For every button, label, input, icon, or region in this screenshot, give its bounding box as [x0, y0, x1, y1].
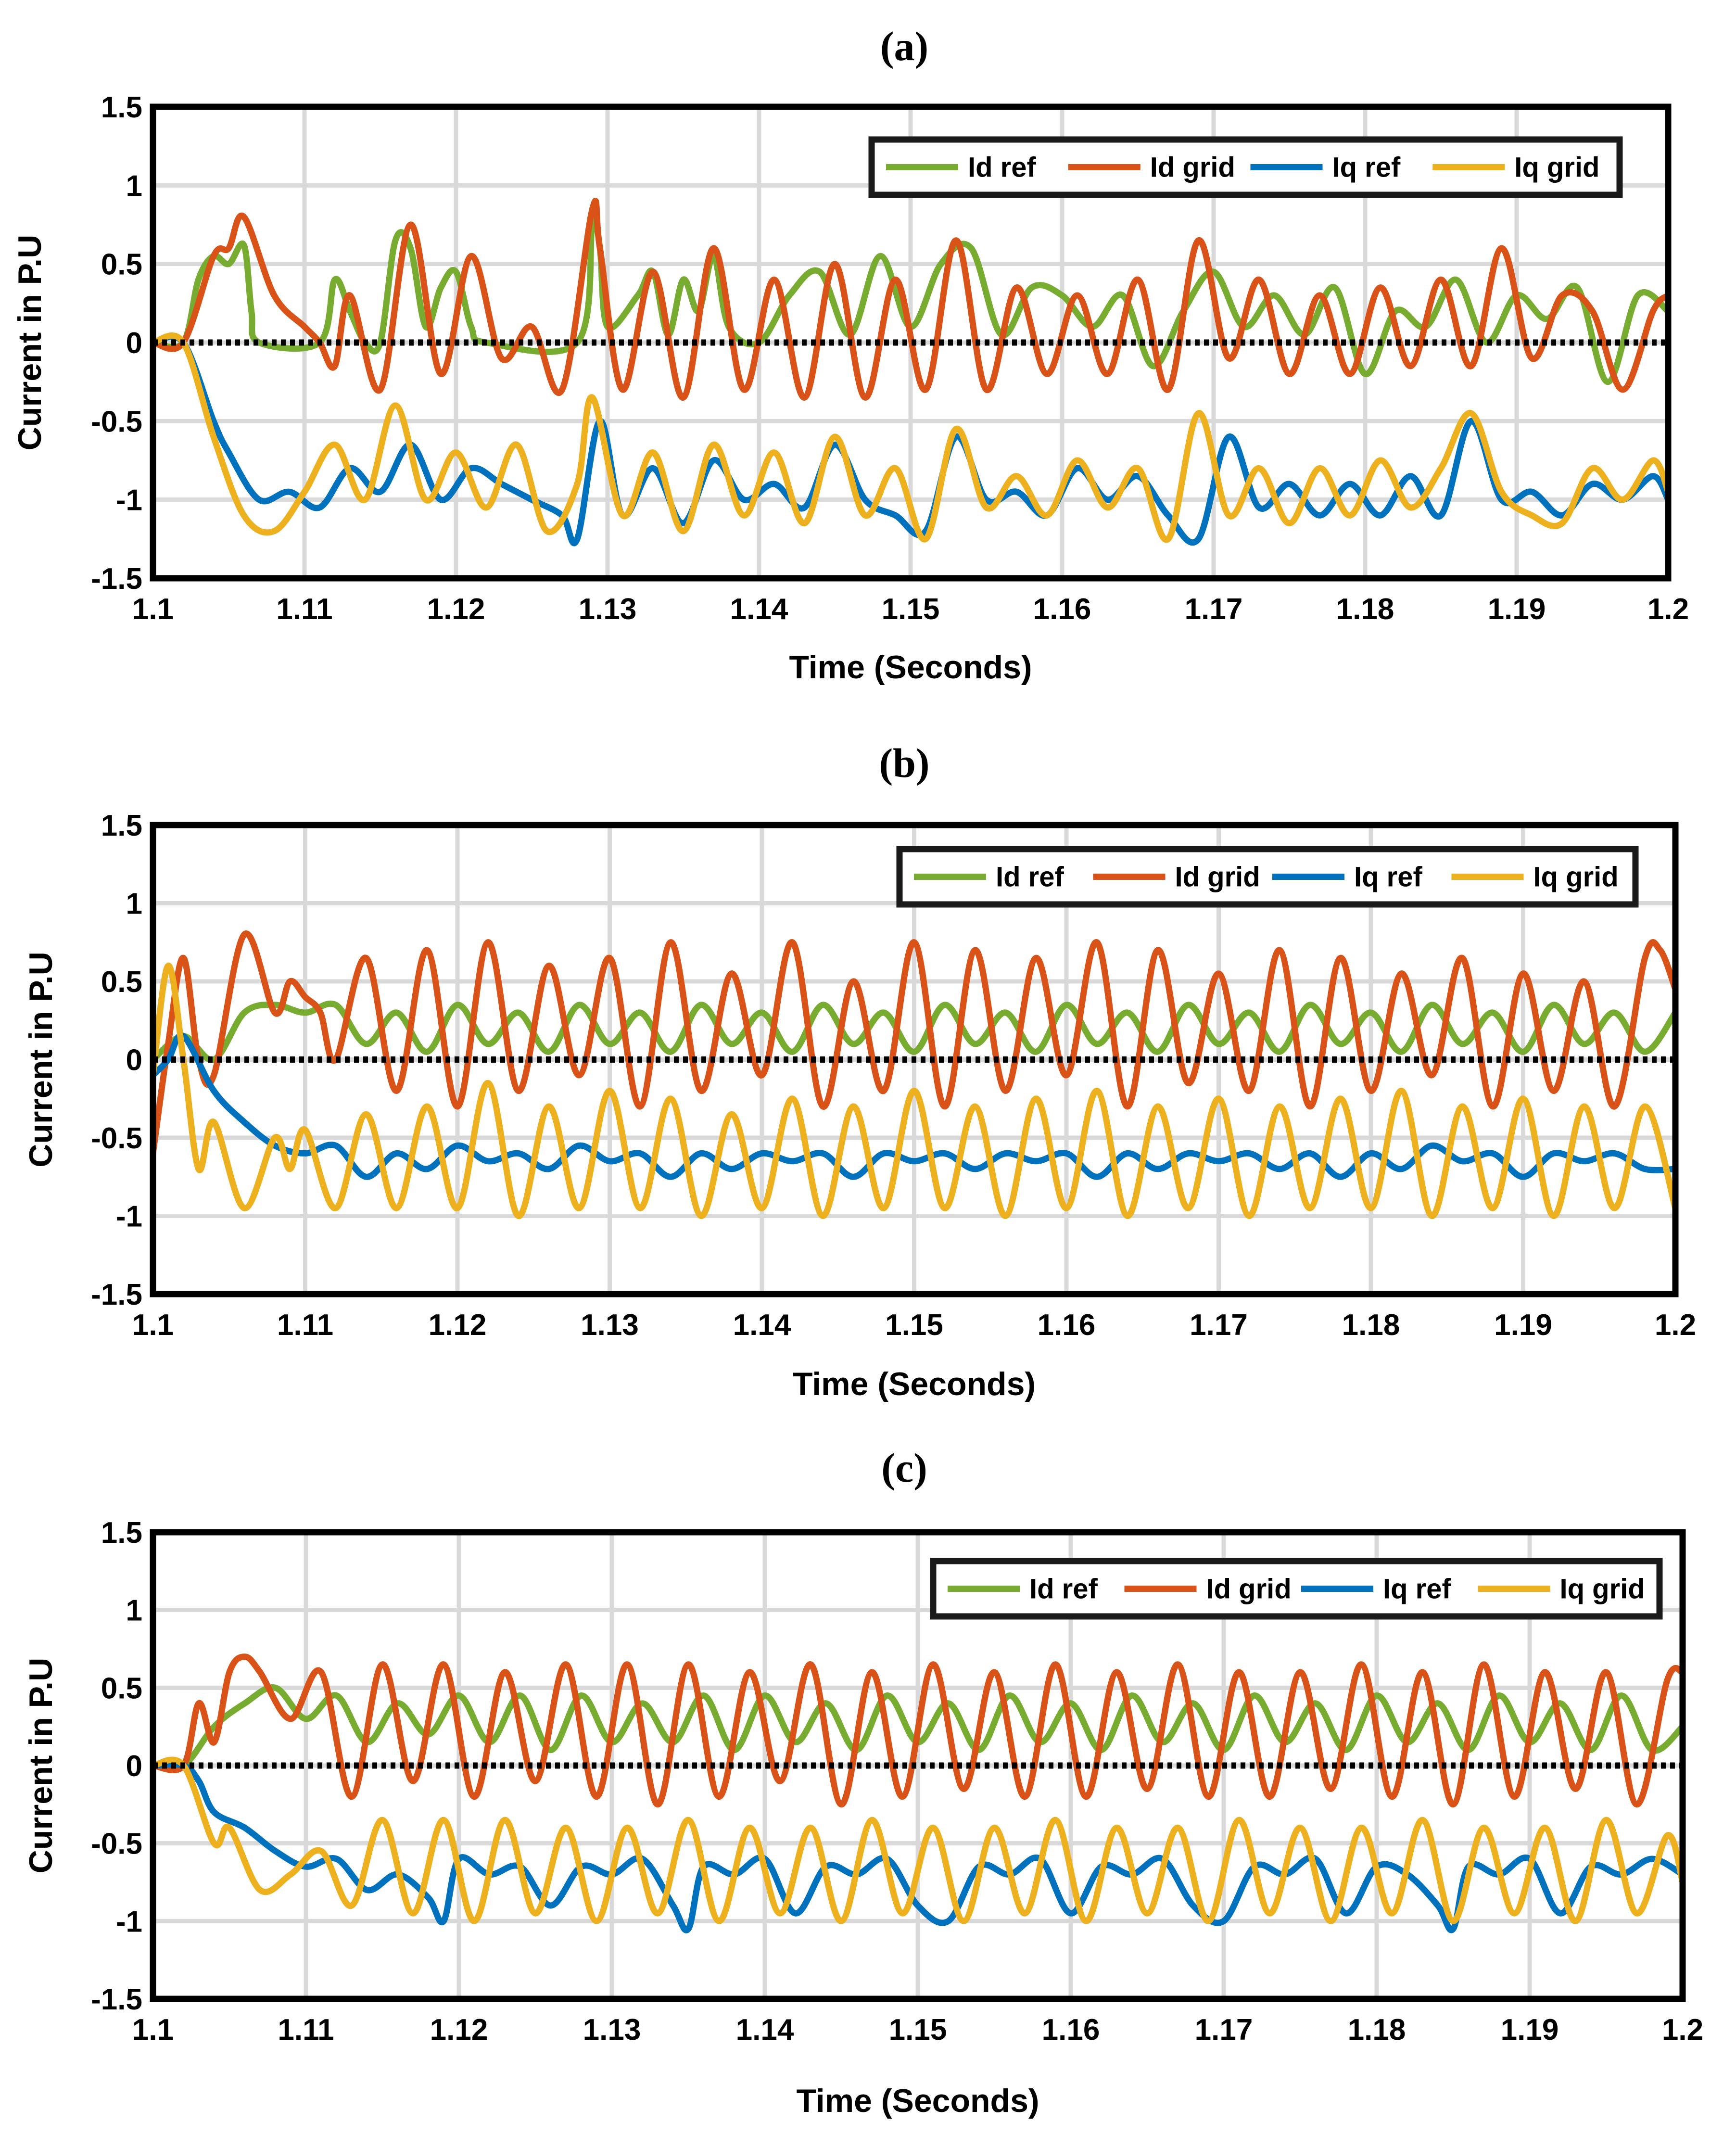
- series-line-iq-grid: [153, 962, 1675, 1219]
- y-tick-label: 0: [126, 1044, 142, 1077]
- series-line-iq-grid: [153, 332, 1668, 543]
- axes-box: [150, 103, 1672, 582]
- x-axis-label: Time (Seconds): [789, 649, 1032, 686]
- x-tick-label: 1.19: [1494, 1309, 1552, 1342]
- x-tick-label: 1.1: [132, 1309, 174, 1342]
- x-tick-label: 1.18: [1336, 593, 1394, 626]
- legend: Id ref Id grid Iq ref Iq grid: [896, 846, 1639, 908]
- series-line-id-grid: [153, 930, 1675, 1156]
- axes-box: [150, 1529, 1686, 2002]
- x-tick-label: 1.18: [1348, 2013, 1406, 2046]
- series-line-id-grid: [153, 198, 1668, 401]
- x-tick-label: 1.1: [132, 2013, 174, 2046]
- series-line-iq-ref: [153, 333, 1668, 546]
- y-tick-label: 0.5: [101, 1672, 142, 1705]
- legend-label-iq-grid: Iq grid: [1560, 1574, 1645, 1605]
- x-tick-label: 1.11: [278, 2013, 334, 2046]
- axes-box: [150, 822, 1679, 1297]
- x-tick-label: 1.17: [1195, 2013, 1253, 2046]
- x-tick-label: 1.2: [1662, 2013, 1703, 2046]
- y-tick-label: 0: [126, 1750, 142, 1783]
- x-tick-label: 1.13: [581, 1309, 639, 1342]
- series-line-iq-ref: [153, 1761, 1683, 1933]
- legend-label-id-grid: Id grid: [1175, 862, 1260, 893]
- series-line-id-ref: [153, 1000, 1675, 1063]
- chart-panel-c: (c) 1.1 1.11 1.12 1.13 1.14 1.15 1.16 1.17 1.18 1.…: [23, 1445, 1703, 2119]
- x-tick-label: 1.2: [1647, 593, 1689, 626]
- panel-label: (c): [881, 1445, 927, 1491]
- chart-panel-a: (a) 1.1 1.11 1.12 1.13 1.14 1.15 1.16 1.17 1.18 1.…: [12, 23, 1689, 686]
- series-lines: [153, 1653, 1683, 1933]
- x-tick-label: 1.18: [1342, 1309, 1400, 1342]
- x-tick-label: 1.16: [1042, 2013, 1100, 2046]
- legend-label-id-grid: Id grid: [1150, 152, 1235, 183]
- x-tick-label: 1.15: [889, 2013, 947, 2046]
- x-tick-label: 1.11: [276, 593, 332, 626]
- y-tick-label: -1: [116, 1905, 142, 1938]
- y-tick-label: -0.5: [91, 1122, 142, 1155]
- x-tick-label: 1.12: [427, 593, 485, 626]
- x-tick-label: 1.19: [1501, 2013, 1559, 2046]
- x-tick-label: 1.16: [1038, 1309, 1096, 1342]
- y-tick-label: -1: [116, 1200, 142, 1233]
- y-axis-label: Current in P.U: [23, 952, 59, 1167]
- legend-label-iq-ref: Iq ref: [1383, 1574, 1451, 1605]
- x-tick-label: 1.15: [882, 593, 940, 626]
- legend-label-id-ref: Id ref: [996, 862, 1064, 893]
- y-tick-label: 0: [126, 327, 142, 360]
- y-axis-label: Current in P.U: [23, 1658, 59, 1873]
- y-axis-label: Current in P.U: [12, 235, 48, 450]
- legend-label-iq-ref: Iq ref: [1332, 152, 1401, 183]
- x-tick-label: 1.16: [1033, 593, 1091, 626]
- y-tick-label: -1.5: [91, 1983, 142, 2016]
- legend: Id ref Id grid Iq ref Iq grid: [868, 136, 1623, 198]
- x-tick-label: 1.15: [885, 1309, 943, 1342]
- series-line-iq-ref: [153, 1032, 1675, 1180]
- x-axis-label: Time (Seconds): [796, 2083, 1039, 2119]
- y-tick-label: 1: [126, 1594, 142, 1627]
- y-tick-label: -1.5: [91, 1278, 142, 1311]
- y-tick-label: 0.5: [101, 248, 142, 281]
- legend-label-iq-grid: Iq grid: [1514, 152, 1599, 183]
- x-tick-label: 1.2: [1655, 1309, 1696, 1342]
- x-tick-label: 1.14: [733, 1309, 791, 1342]
- x-axis-label: Time (Seconds): [793, 1366, 1036, 1402]
- x-tick-label: 1.17: [1190, 1309, 1248, 1342]
- series-line-id-ref: [153, 216, 1668, 385]
- series-line-iq-grid: [153, 1756, 1683, 1924]
- y-tick-label: 1.5: [101, 1516, 142, 1550]
- x-tick-label: 1.17: [1185, 593, 1243, 626]
- series-line-id-grid: [153, 1653, 1683, 1808]
- x-tick-label: 1.14: [730, 593, 788, 626]
- chart-panel-b: (b) 1.1 1.11 1.12 1.13 1.14 1.15 1.16 1.17 1.18 1.…: [23, 740, 1696, 1402]
- x-tick-label: 1.1: [132, 593, 174, 626]
- x-tick-label: 1.12: [429, 1309, 487, 1342]
- legend-label-id-grid: Id grid: [1206, 1574, 1292, 1605]
- y-tick-label: -0.5: [91, 405, 142, 438]
- y-tick-label: -0.5: [91, 1828, 142, 1861]
- x-tick-label: 1.19: [1488, 593, 1546, 626]
- legend-label-iq-ref: Iq ref: [1354, 862, 1422, 893]
- y-tick-label: -1: [116, 484, 142, 517]
- y-tick-label: -1.5: [91, 562, 142, 596]
- legend: Id ref Id grid Iq ref Iq grid: [930, 1558, 1663, 1620]
- x-tick-label: 1.14: [736, 2013, 794, 2046]
- y-tick-label: 1: [126, 169, 142, 203]
- panel-label: (a): [880, 23, 928, 69]
- series-lines: [153, 930, 1675, 1219]
- series-lines: [153, 198, 1668, 546]
- legend-label-id-ref: Id ref: [968, 152, 1036, 183]
- y-tick-label: 1.5: [101, 809, 142, 842]
- legend-label-iq-grid: Iq grid: [1533, 862, 1619, 893]
- y-tick-label: 1: [126, 888, 142, 921]
- legend-label-id-ref: Id ref: [1029, 1574, 1098, 1605]
- x-tick-label: 1.13: [579, 593, 637, 626]
- y-tick-label: 0.5: [101, 966, 142, 999]
- x-tick-label: 1.13: [583, 2013, 641, 2046]
- panel-label: (b): [879, 740, 929, 786]
- x-tick-label: 1.12: [430, 2013, 488, 2046]
- x-tick-label: 1.11: [277, 1309, 333, 1342]
- y-tick-label: 1.5: [101, 91, 142, 124]
